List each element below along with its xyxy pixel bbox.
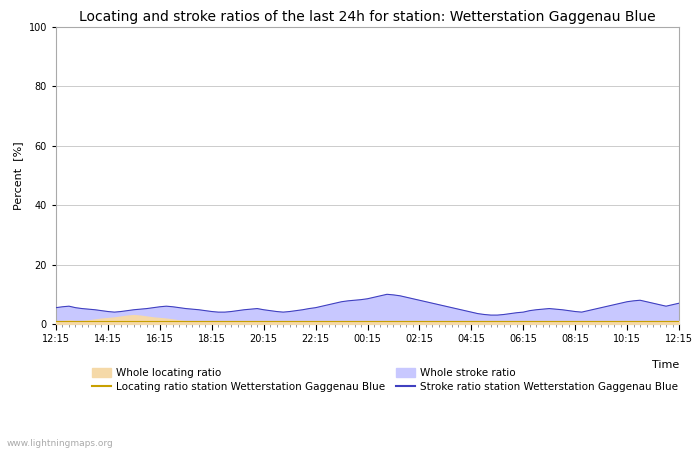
- Text: www.lightningmaps.org: www.lightningmaps.org: [7, 439, 113, 448]
- Legend: Whole locating ratio, Locating ratio station Wetterstation Gaggenau Blue, Whole : Whole locating ratio, Locating ratio sta…: [92, 368, 678, 392]
- Y-axis label: Percent  [%]: Percent [%]: [13, 141, 23, 210]
- Title: Locating and stroke ratios of the last 24h for station: Wetterstation Gaggenau B: Locating and stroke ratios of the last 2…: [79, 10, 656, 24]
- Text: Time: Time: [652, 360, 679, 369]
